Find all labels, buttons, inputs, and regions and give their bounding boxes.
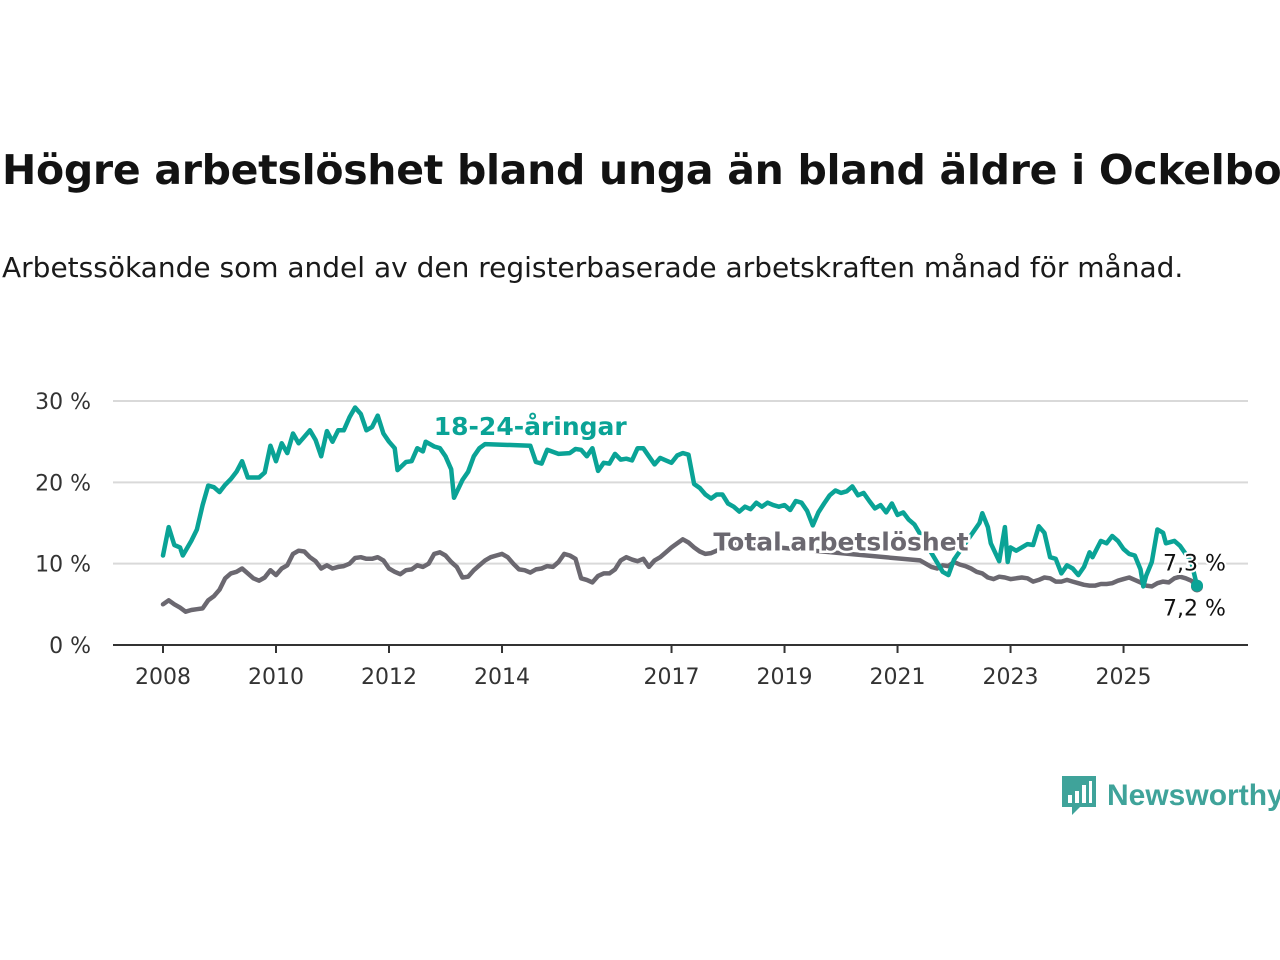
chart-subtitle: Arbetssökande som andel av den registerb… — [2, 251, 1184, 284]
y-tick-label: 0 % — [49, 634, 91, 659]
x-tick-label: 2008 — [135, 665, 191, 690]
x-tick-label: 2012 — [361, 665, 417, 690]
series-line — [160, 405, 1200, 589]
y-tick-label: 20 % — [35, 471, 91, 496]
y-axis: 0 % 10 % 20 % 30 % — [35, 390, 91, 659]
newsworthy-logo-icon — [1062, 776, 1096, 815]
brand-logo: Newsworthy — [1059, 773, 1280, 819]
series-line — [160, 537, 1200, 614]
end-value-label: 7,3 % — [1163, 552, 1226, 577]
series-label: Total arbetslöshet — [713, 528, 968, 557]
x-tick-label: 2014 — [474, 665, 530, 690]
end-value-label: 7,2 % — [1163, 596, 1226, 621]
series-label: 18-24-åringar — [434, 412, 628, 441]
x-axis: 2008 2010 2012 2014 2017 2019 2021 2023 2025 — [113, 644, 1248, 690]
y-tick-label: 30 % — [35, 390, 91, 415]
series-lines — [160, 405, 1203, 614]
x-tick-label: 2010 — [248, 665, 304, 690]
y-tick-label: 10 % — [35, 553, 91, 578]
x-tick-label: 2023 — [983, 665, 1039, 690]
x-tick-label: 2021 — [870, 665, 926, 690]
x-tick-label: 2025 — [1096, 665, 1152, 690]
brand-name: Newsworthy — [1107, 779, 1280, 812]
x-tick-label: 2017 — [644, 665, 700, 690]
series-labels: 18-24-åringar Total arbetslöshet 7,3 % 7,2 … — [431, 410, 1228, 624]
x-tick-label: 2019 — [757, 665, 813, 690]
series-end-point — [1191, 579, 1203, 592]
page-title: Högre arbetslöshet bland unga än bland ä… — [2, 146, 1280, 194]
